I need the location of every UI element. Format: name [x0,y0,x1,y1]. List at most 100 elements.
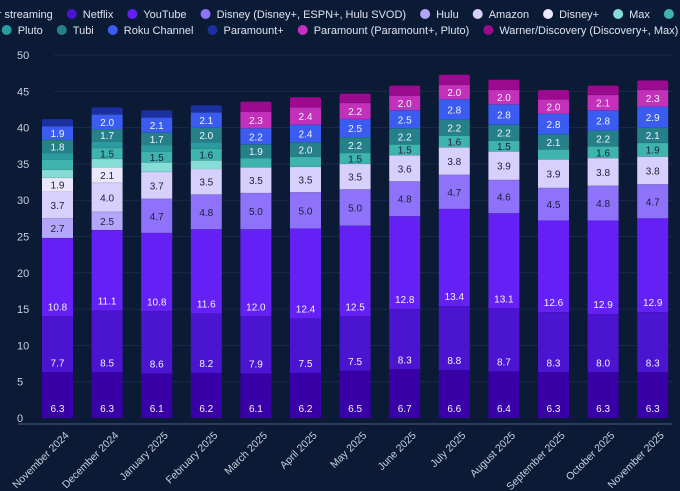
legend-item-netflix[interactable]: Netflix [66,9,114,21]
legend-item-peacock[interactable]: Peacock [663,9,680,21]
bar-segment-paramount-paramount-pluto [538,99,569,114]
data-label: 12.4 [296,305,316,316]
data-label: 2.8 [547,120,561,131]
bar-stack-july-2025: 6.6 8.8 13.4 4.7 3.8 1.6 2.2 2.8 2.0 [438,74,470,418]
x-tick-label: March 2025 [222,430,270,478]
bar-stack-march-2025: 6.1 7.9 12.0 5.0 3.5 1.9 2.2 2.3 [240,100,272,418]
data-label: 12.8 [395,295,415,306]
data-label: 7.5 [348,357,362,368]
bar-segment-warner-discovery-discovery-max [290,97,321,108]
legend-swatch [56,25,67,35]
data-label: 11.6 [197,299,216,310]
bar-segment-other-streaming [438,370,470,418]
bar-segment-peacock [141,151,173,163]
bar-segment-peacock [290,156,321,167]
data-label: 1.5 [348,154,362,165]
y-tick-label: 15 [17,304,29,316]
data-label: 8.3 [398,355,412,366]
data-label: 1.6 [199,150,213,161]
bar-segment-youtube [339,225,371,317]
data-label: 8.2 [199,359,213,370]
legend-label: Disney (Disney+, ESPN+, Hulu SVOD) [217,9,407,21]
legend-item-max[interactable]: Max [613,9,650,21]
bar-segment-netflix [290,318,321,373]
bar-stack-april-2025: 6.2 7.5 12.4 5.0 3.5 2.0 2.4 2.4 [290,96,321,418]
bar-segment-other-streaming [290,372,321,418]
data-label: 2.3 [249,116,263,127]
data-label: 3.6 [398,164,412,175]
data-label: 8.0 [596,358,610,369]
data-label: 2.1 [199,116,213,127]
data-label: 12.0 [246,302,266,313]
data-label: 10.8 [48,302,68,313]
data-label: 3.9 [547,170,561,181]
bar-segment-amazon [488,151,520,180]
data-label: 2.2 [348,107,362,118]
bar-segment-paramount [42,118,73,127]
bar-segment-warner-discovery-discovery-max [538,89,569,100]
bar-segment-netflix [141,311,173,374]
data-label: 6.3 [51,404,65,415]
data-label: 2.0 [398,99,412,110]
legend-label: Other streaming [0,9,53,21]
bar-segment-roku-channel [339,118,371,138]
legend-swatch [297,25,308,35]
legend-item-hulu[interactable]: Hulu [420,9,459,21]
data-label: 3.5 [299,176,313,187]
bar-segment-warner-discovery-discovery-max [240,101,272,112]
legend-item-pluto[interactable]: Pluto [1,25,43,37]
bar-segment-youtube [637,218,669,313]
bar-segment-paramount-paramount-pluto [637,89,669,107]
bar-segment-other-streaming [190,372,222,418]
data-label: 8.3 [547,358,561,369]
bar-segment-tubi [141,132,173,146]
bar-segment-disney-disney-espn-hulu-svod [240,192,272,230]
data-label: 2.8 [497,111,511,122]
data-label: 2.0 [547,103,561,114]
bar-segment-warner-discovery-discovery-max [339,93,371,103]
legend-item-warner-discovery-discovery-max[interactable]: Warner/Discovery (Discovery+, Max) [483,25,678,37]
data-label: 2.8 [447,105,461,116]
bar-segment-roku-channel [488,104,520,125]
data-label: 8.6 [150,360,164,371]
legend-item-disney[interactable]: Disney+ [543,9,599,21]
data-label: 6.5 [348,404,362,415]
data-label: 7.9 [249,360,263,371]
legend-item-disney-disney-espn-hulu-svod[interactable]: Disney (Disney+, ESPN+, Hulu SVOD) [200,9,407,21]
y-tick-label: 50 [17,50,29,62]
legend-label: Disney+ [559,9,599,21]
data-label: 2.2 [497,129,511,140]
data-label: 5.0 [348,203,362,214]
legend-item-tubi[interactable]: Tubi [56,25,94,37]
bar-segment-peacock [91,147,123,159]
bar-segment-tubi [538,134,569,150]
bar-segment-pluto [91,141,123,148]
data-label: 2.5 [398,115,412,126]
legend-item-youtube[interactable]: YouTube [127,9,187,21]
legend-item-paramount[interactable]: Paramount+ [207,25,284,37]
bar-segment-peacock [587,146,619,159]
bar-segment-youtube [141,232,173,312]
data-label: 1.5 [100,149,114,160]
legend-item-other-streaming[interactable]: Other streaming [0,9,53,21]
data-label: 1.8 [51,142,65,153]
legend-swatch [200,9,211,19]
bar-segment-amazon [438,147,470,175]
bar-segment-netflix [438,306,470,371]
data-label: 4.7 [447,188,461,199]
data-label: 3.7 [51,201,65,212]
bar-segment-peacock [438,135,470,148]
data-label: 2.2 [398,132,412,143]
data-label: 1.9 [51,129,65,140]
bar-stack-june-2025: 6.7 8.3 12.8 4.8 3.6 1.5 2.2 2.5 2.0 [389,84,421,418]
legend-item-amazon[interactable]: Amazon [472,9,529,21]
bar-segment-paramount-paramount-pluto [488,89,520,105]
data-label: 6.2 [299,404,313,415]
bar-segment-other-streaming [587,372,619,418]
bar-segment-roku-channel [587,110,619,131]
legend-label: Max [629,9,650,21]
legend-item-paramount-paramount-pluto[interactable]: Paramount (Paramount+, Pluto) [297,25,470,37]
data-label: 8.8 [447,356,461,367]
legend-item-roku-channel[interactable]: Roku Channel [107,25,194,37]
